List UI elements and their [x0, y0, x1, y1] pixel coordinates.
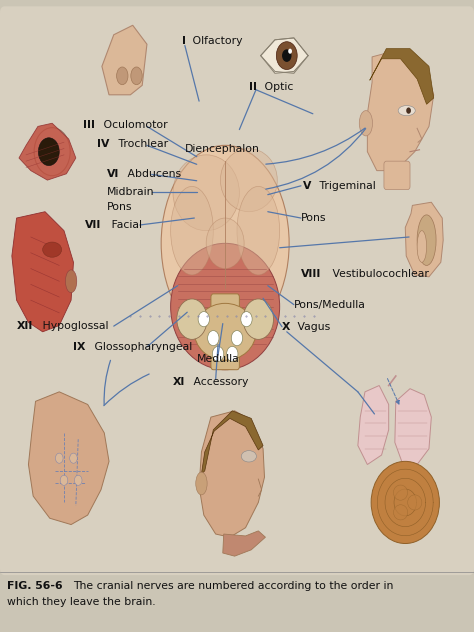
Text: Facial: Facial: [108, 220, 142, 230]
Polygon shape: [199, 411, 264, 537]
Polygon shape: [19, 123, 76, 180]
Circle shape: [276, 42, 297, 70]
Ellipse shape: [171, 186, 213, 275]
Text: Pons: Pons: [301, 213, 327, 223]
Circle shape: [231, 331, 243, 346]
Ellipse shape: [237, 186, 280, 275]
Polygon shape: [358, 386, 389, 465]
Ellipse shape: [131, 67, 142, 85]
Polygon shape: [201, 411, 263, 474]
Ellipse shape: [117, 67, 128, 85]
Polygon shape: [12, 212, 73, 332]
Text: VI: VI: [107, 169, 119, 179]
Text: Medulla: Medulla: [197, 354, 239, 364]
Ellipse shape: [194, 303, 256, 360]
Ellipse shape: [398, 106, 415, 116]
Ellipse shape: [220, 149, 277, 212]
Circle shape: [34, 128, 70, 176]
Text: Accessory: Accessory: [191, 377, 249, 387]
Polygon shape: [102, 25, 147, 95]
Text: FIG. 56-6: FIG. 56-6: [7, 581, 63, 591]
Polygon shape: [395, 389, 431, 465]
Text: Pons/Medulla: Pons/Medulla: [294, 300, 366, 310]
Ellipse shape: [43, 242, 62, 257]
Text: Glossopharyngeal: Glossopharyngeal: [91, 342, 192, 352]
Ellipse shape: [206, 218, 244, 269]
Ellipse shape: [173, 155, 239, 231]
Circle shape: [288, 49, 292, 54]
Text: Optic: Optic: [261, 82, 293, 92]
Ellipse shape: [196, 472, 207, 495]
Ellipse shape: [408, 495, 422, 510]
Ellipse shape: [171, 243, 280, 370]
Polygon shape: [261, 38, 308, 73]
Ellipse shape: [161, 145, 289, 341]
Ellipse shape: [417, 231, 427, 262]
FancyBboxPatch shape: [0, 6, 474, 575]
Ellipse shape: [417, 215, 436, 265]
Circle shape: [70, 453, 77, 463]
Text: I: I: [182, 36, 186, 46]
FancyBboxPatch shape: [384, 161, 410, 190]
Polygon shape: [28, 392, 109, 525]
Text: Diencephalon: Diencephalon: [185, 144, 260, 154]
Text: Midbrain: Midbrain: [107, 187, 154, 197]
Text: The cranial nerves are numbered according to the order in: The cranial nerves are numbered accordin…: [73, 581, 394, 591]
Text: III: III: [83, 120, 95, 130]
Circle shape: [227, 346, 238, 362]
Text: Trigeminal: Trigeminal: [316, 181, 375, 191]
Circle shape: [208, 331, 219, 346]
Text: Hypoglossal: Hypoglossal: [39, 321, 109, 331]
Text: Vestibulocochlear: Vestibulocochlear: [328, 269, 428, 279]
Circle shape: [55, 453, 63, 463]
Text: Oculomotor: Oculomotor: [100, 120, 167, 130]
Circle shape: [212, 346, 224, 362]
Text: which they leave the brain.: which they leave the brain.: [7, 597, 156, 607]
Ellipse shape: [359, 111, 373, 136]
Text: IV: IV: [97, 139, 109, 149]
Polygon shape: [223, 531, 265, 556]
Text: Olfactory: Olfactory: [189, 36, 243, 46]
Circle shape: [198, 312, 210, 327]
Text: Pons: Pons: [107, 202, 132, 212]
Text: VIII: VIII: [301, 269, 321, 279]
Text: V: V: [303, 181, 312, 191]
Text: Vagus: Vagus: [294, 322, 330, 332]
Text: XI: XI: [173, 377, 185, 387]
Polygon shape: [367, 51, 434, 171]
Text: Trochlear: Trochlear: [115, 139, 168, 149]
Ellipse shape: [371, 461, 439, 544]
Text: VII: VII: [85, 220, 102, 230]
Circle shape: [38, 138, 59, 166]
Ellipse shape: [393, 485, 408, 500]
Text: X: X: [282, 322, 291, 332]
Ellipse shape: [65, 270, 77, 293]
Text: Abducens: Abducens: [124, 169, 181, 179]
Circle shape: [406, 107, 411, 114]
Ellipse shape: [393, 505, 408, 520]
Circle shape: [241, 312, 252, 327]
Text: XII: XII: [17, 321, 33, 331]
Circle shape: [177, 299, 207, 339]
Text: IX: IX: [73, 342, 86, 352]
Polygon shape: [405, 202, 443, 277]
Text: II: II: [249, 82, 257, 92]
Circle shape: [60, 475, 68, 485]
FancyBboxPatch shape: [211, 294, 239, 370]
Circle shape: [243, 299, 273, 339]
Polygon shape: [370, 49, 434, 104]
Circle shape: [282, 49, 292, 62]
Ellipse shape: [241, 451, 256, 462]
Circle shape: [74, 475, 82, 485]
